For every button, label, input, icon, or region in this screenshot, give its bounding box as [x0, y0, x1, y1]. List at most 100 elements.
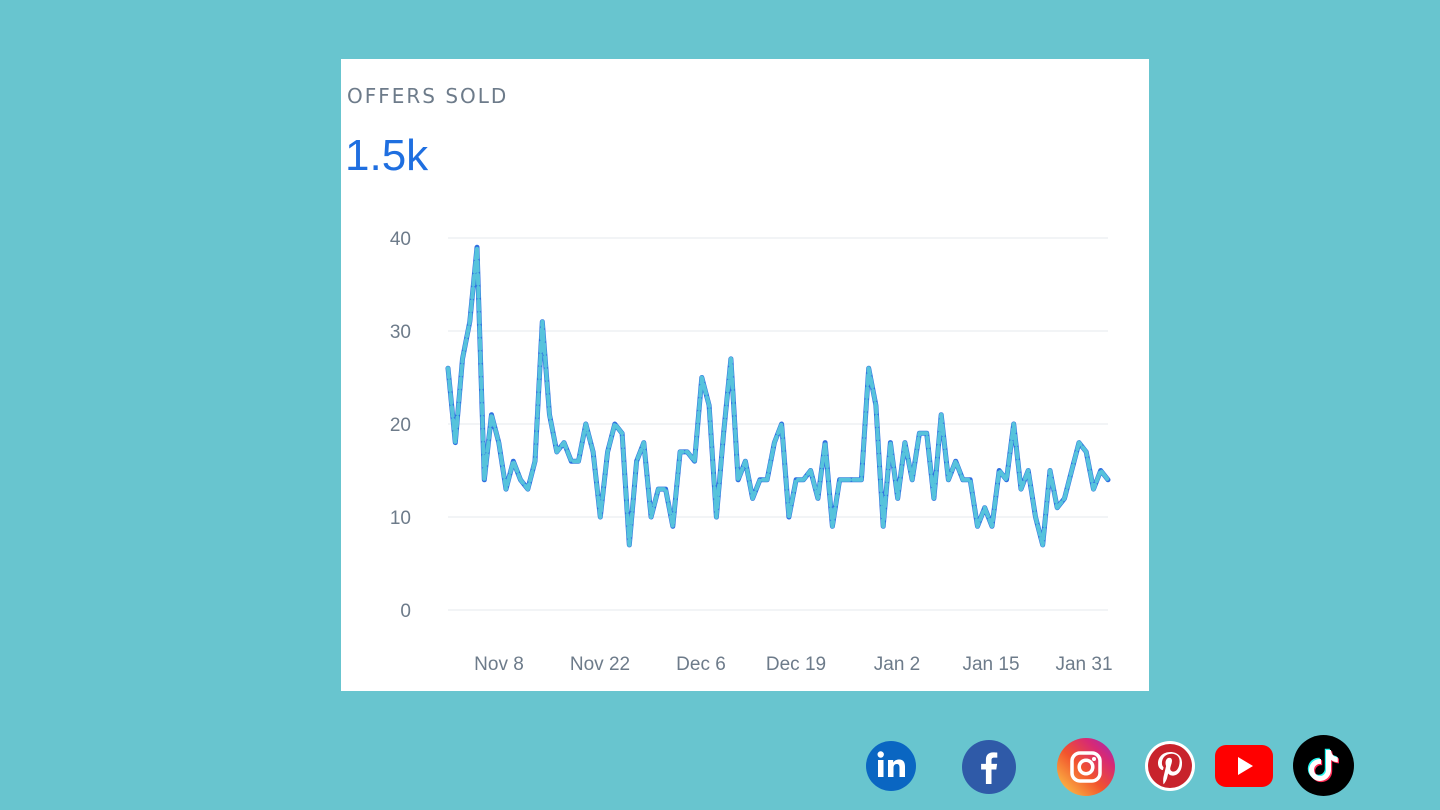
data-point: [866, 365, 872, 371]
data-point: [815, 495, 821, 501]
instagram-icon[interactable]: [1057, 738, 1115, 796]
data-point: [735, 477, 741, 483]
data-point: [1047, 468, 1053, 474]
data-point: [467, 319, 473, 325]
data-point: [452, 440, 458, 446]
data-point: [909, 477, 915, 483]
data-point: [822, 440, 828, 446]
data-point: [626, 542, 632, 548]
data-point: [764, 477, 770, 483]
data-point: [648, 514, 654, 520]
linkedin-icon[interactable]: [866, 741, 916, 791]
data-point: [844, 477, 850, 483]
youtube-icon[interactable]: [1215, 745, 1273, 787]
data-point: [1105, 477, 1111, 483]
data-point: [793, 477, 799, 483]
data-point: [634, 458, 640, 464]
data-point: [655, 486, 661, 492]
y-tick-label: 10: [390, 508, 411, 529]
data-point: [880, 523, 886, 529]
data-point: [612, 421, 618, 427]
data-point: [605, 449, 611, 455]
data-point: [1083, 449, 1089, 455]
y-tick-label: 40: [390, 229, 411, 250]
data-point: [808, 468, 814, 474]
data-point: [561, 440, 567, 446]
data-point: [503, 486, 509, 492]
data-point: [742, 458, 748, 464]
data-point: [916, 430, 922, 436]
data-point: [1025, 468, 1031, 474]
data-point: [750, 495, 756, 501]
data-point: [460, 356, 466, 362]
data-point: [960, 477, 966, 483]
data-point: [583, 421, 589, 427]
data-point: [837, 477, 843, 483]
data-point: [706, 402, 712, 408]
data-point: [568, 458, 574, 464]
data-point: [887, 440, 893, 446]
data-point: [938, 412, 944, 418]
data-point: [684, 449, 690, 455]
data-point: [1033, 514, 1039, 520]
data-point: [851, 477, 857, 483]
data-point: [829, 523, 835, 529]
data-point: [1076, 440, 1082, 446]
data-point: [945, 477, 951, 483]
data-point: [800, 477, 806, 483]
data-point: [728, 356, 734, 362]
x-tick-label: Jan 15: [962, 654, 1019, 675]
metric-value: 1.5k: [345, 131, 429, 180]
data-point: [474, 244, 480, 250]
data-point: [619, 430, 625, 436]
data-point: [445, 365, 451, 371]
data-point: [1069, 468, 1075, 474]
metric-label: OFFERS SOLD: [347, 84, 509, 108]
data-point: [1098, 468, 1104, 474]
data-point: [975, 523, 981, 529]
data-point: [1018, 486, 1024, 492]
data-point: [1011, 421, 1017, 427]
data-point: [1040, 542, 1046, 548]
data-point: [547, 412, 553, 418]
data-point: [873, 402, 879, 408]
data-point: [481, 477, 487, 483]
data-point: [692, 458, 698, 464]
data-point: [771, 440, 777, 446]
data-point: [576, 458, 582, 464]
data-point: [779, 421, 785, 427]
data-point: [967, 477, 973, 483]
facebook-icon[interactable]: [962, 740, 1016, 794]
x-tick-label: Dec 6: [676, 654, 726, 675]
data-point: [996, 468, 1002, 474]
data-point: [670, 523, 676, 529]
data-point: [663, 486, 669, 492]
data-point: [902, 440, 908, 446]
data-point: [496, 440, 502, 446]
data-point: [539, 319, 545, 325]
data-point: [982, 505, 988, 511]
y-tick-label: 20: [390, 415, 411, 436]
x-tick-label: Nov 8: [474, 654, 524, 675]
data-point: [597, 514, 603, 520]
tiktok-icon[interactable]: [1293, 735, 1354, 796]
y-tick-label: 0: [400, 601, 411, 622]
data-point: [1091, 486, 1097, 492]
data-point: [1062, 495, 1068, 501]
data-point: [699, 375, 705, 381]
data-point: [677, 449, 683, 455]
x-tick-label: Dec 19: [766, 654, 826, 675]
offers-sold-card: OFFERS SOLD 1.5k 0 10 20 30 40 Nov 8 Nov 22 Dec…: [341, 59, 1149, 691]
x-tick-label: Jan 2: [874, 654, 920, 675]
y-tick-label: 30: [390, 322, 411, 343]
data-point: [713, 514, 719, 520]
data-point: [518, 477, 524, 483]
data-point: [1054, 505, 1060, 511]
data-point: [953, 458, 959, 464]
data-point: [721, 430, 727, 436]
data-point: [532, 458, 538, 464]
data-point: [757, 477, 763, 483]
data-point: [895, 495, 901, 501]
pinterest-icon[interactable]: [1145, 741, 1195, 791]
offers-sold-line-chart: 0 10 20 30 40 Nov 8 Nov 22 Dec 6 Dec 19 Jan 2 Jan …: [390, 229, 1113, 675]
